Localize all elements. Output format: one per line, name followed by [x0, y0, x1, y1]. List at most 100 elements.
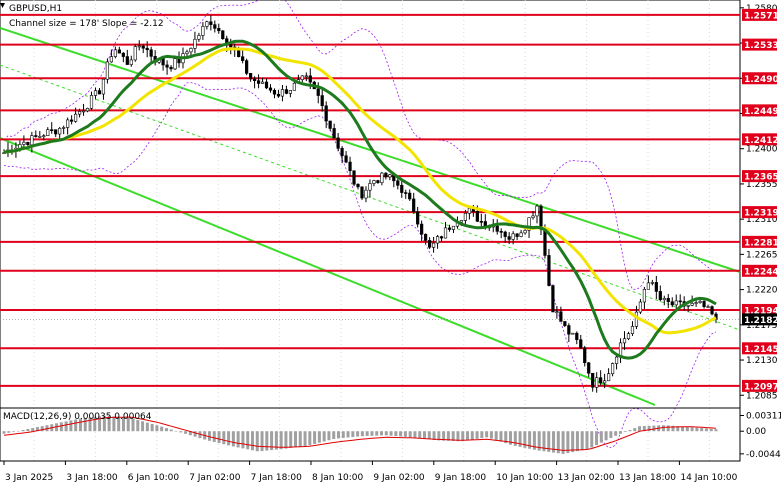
- candle-body: [364, 189, 368, 199]
- macd-bar: [685, 426, 689, 432]
- macd-bar: [193, 431, 197, 437]
- current-price-label: 1.2182: [744, 316, 779, 326]
- macd-bar: [561, 431, 565, 454]
- candle-body: [412, 198, 416, 213]
- candle-body: [109, 56, 113, 63]
- candle-body: [451, 225, 456, 230]
- macd-bar: [518, 431, 522, 447]
- ma-green-line: [3, 39, 717, 360]
- macd-bar: [618, 431, 622, 434]
- candle-body: [702, 301, 706, 307]
- candle-body: [607, 373, 611, 382]
- y-tick-label: 1.2400: [746, 145, 778, 155]
- candle-body: [424, 233, 428, 241]
- macd-bar: [595, 431, 599, 446]
- candle-body: [523, 230, 527, 234]
- candle-body: [626, 333, 631, 340]
- macd-bar: [83, 417, 87, 432]
- x-tick-label: 10 Jan 10:00: [496, 473, 553, 483]
- macd-bar: [102, 415, 106, 432]
- macd-bar: [298, 431, 302, 447]
- macd-bar: [222, 431, 226, 445]
- level-label-bg: [742, 264, 777, 277]
- macd-bar: [494, 431, 498, 441]
- level-label: 1.2412: [744, 136, 779, 146]
- macd-bar: [260, 431, 264, 452]
- x-tick-label: 7 Jan 18:00: [251, 473, 303, 483]
- level-label: 1.2490: [744, 75, 779, 85]
- macd-bar: [255, 431, 259, 452]
- level-label: 1.2319: [744, 209, 779, 219]
- macd-bar: [169, 429, 173, 432]
- candle-body: [38, 136, 42, 138]
- macd-bar: [126, 417, 130, 432]
- y-tick-label: 1.2085: [746, 391, 778, 401]
- macd-bar: [184, 431, 188, 434]
- macd-bar: [74, 419, 78, 432]
- level-label: 1.2244: [744, 267, 779, 277]
- candle-body: [495, 225, 499, 232]
- macd-bar: [284, 431, 288, 449]
- panel-dropdown-icon[interactable]: [0, 3, 5, 8]
- macd-bar: [652, 425, 656, 432]
- macd-bar: [174, 430, 178, 432]
- candle-body: [201, 26, 205, 36]
- candle-body: [372, 180, 376, 184]
- candle-body: [622, 338, 627, 344]
- candle-body: [340, 148, 344, 157]
- candle-body: [280, 89, 285, 97]
- candle-body: [252, 78, 257, 81]
- level-label: 1.2571: [744, 11, 779, 21]
- macd-bar: [31, 428, 35, 432]
- candle-body: [428, 240, 432, 248]
- candle-body: [543, 229, 547, 256]
- y-tick-label: 1.2355: [746, 180, 778, 190]
- y-tick-label: 1.2310: [746, 215, 778, 225]
- macd-bar: [93, 416, 97, 432]
- candle-body: [260, 81, 265, 84]
- macd-bar: [451, 431, 455, 441]
- macd-bar: [423, 431, 427, 439]
- macd-bar: [64, 421, 68, 432]
- macd-bar: [7, 431, 11, 433]
- macd-bar: [461, 431, 465, 442]
- candle-body: [563, 321, 567, 326]
- candle-body: [404, 192, 408, 194]
- macd-bar: [40, 426, 44, 432]
- candle-body: [706, 306, 710, 308]
- macd-bar: [160, 426, 164, 432]
- candle-body: [467, 208, 471, 214]
- level-label-bg: [742, 104, 777, 117]
- candle-body: [610, 363, 615, 375]
- macd-bar: [418, 431, 422, 439]
- x-tick-label: 9 Jan 18:00: [435, 473, 487, 483]
- y-tick-label: 1.2130: [746, 356, 778, 366]
- candle-body: [348, 161, 352, 172]
- macd-bar: [628, 430, 632, 432]
- macd-bar: [351, 431, 355, 437]
- macd-bar: [403, 431, 407, 437]
- candle-body: [308, 75, 312, 83]
- macd-bar: [638, 426, 642, 432]
- candle-body: [583, 347, 587, 364]
- candle-body: [408, 192, 412, 200]
- level-label: 1.2365: [744, 173, 779, 183]
- macd-bar: [585, 431, 589, 450]
- candle-body: [217, 28, 221, 32]
- macd-bar: [346, 431, 350, 438]
- macd-bar: [427, 431, 431, 440]
- macd-axis: 0.00311 0.00 -0.00448: [740, 412, 781, 460]
- macd-bar: [609, 431, 613, 438]
- candle-body: [575, 332, 579, 341]
- candle-body: [276, 93, 281, 97]
- candle-body: [503, 231, 507, 237]
- candle-body: [531, 215, 535, 218]
- macd-bar: [227, 431, 231, 446]
- macd-bar: [246, 431, 250, 450]
- macd-bar: [270, 431, 274, 451]
- macd-bar: [313, 431, 317, 444]
- macd-bar: [528, 431, 532, 449]
- macd-y-tick-label: -0.00448: [746, 450, 781, 460]
- candle-body: [571, 332, 575, 335]
- macd-bar: [499, 431, 503, 442]
